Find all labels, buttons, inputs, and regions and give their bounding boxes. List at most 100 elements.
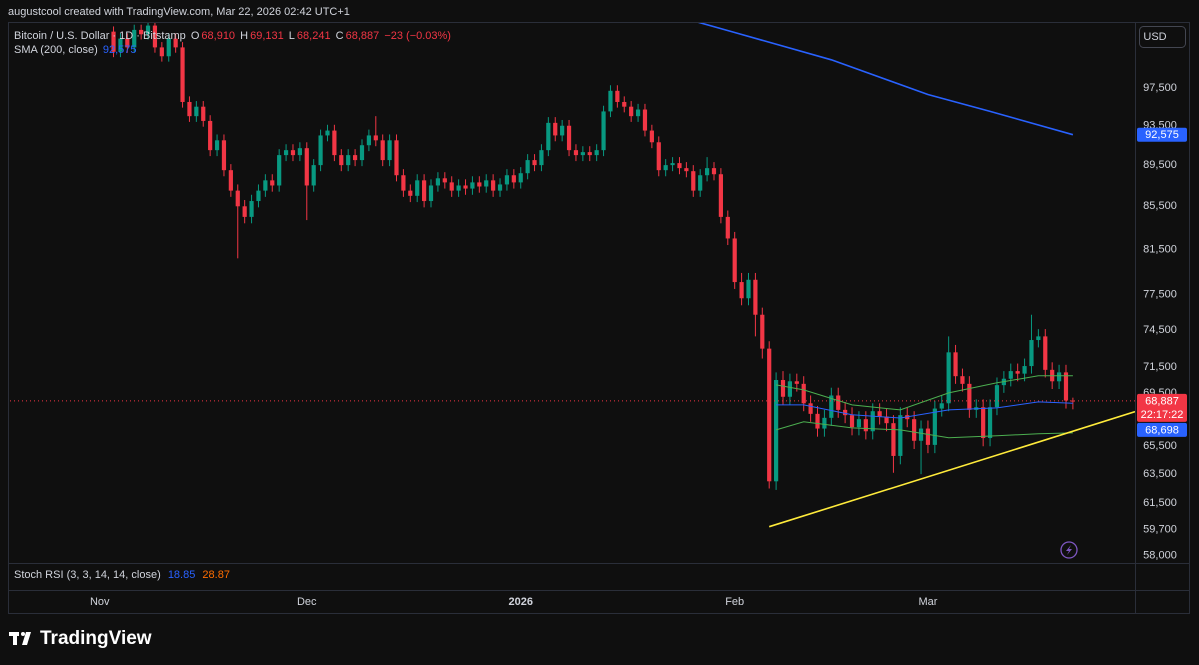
ohlc-value: 69,131: [250, 30, 284, 42]
candle-body: [843, 409, 848, 416]
credit: augustcool created with TradingView.com,…: [8, 6, 350, 18]
candle-body: [435, 178, 441, 186]
candle-body: [780, 380, 786, 397]
candle-body: [332, 130, 337, 156]
ohlc-value: 68,887: [345, 30, 380, 42]
candle-body: [987, 407, 993, 439]
candle-body: [263, 180, 268, 191]
candle-body: [201, 106, 206, 121]
candle-body: [608, 90, 613, 112]
candle-body: [932, 408, 937, 445]
sma-value: 92,575: [102, 44, 137, 56]
candle-body: [601, 111, 606, 151]
y-tick-label: 71,500: [1143, 361, 1177, 373]
candle-body: [677, 163, 682, 169]
candle-body: [939, 403, 944, 409]
stoch-k: 18.85: [168, 569, 196, 581]
candle-body: [449, 182, 454, 191]
sma-line: [697, 23, 1074, 136]
candle-body: [953, 352, 958, 377]
candle-body: [767, 348, 772, 482]
candle-body: [539, 150, 544, 166]
ohlc-value: 68,241: [296, 30, 331, 42]
overlay-line: [775, 421, 1073, 439]
y-tick-label: 85,500: [1143, 200, 1177, 212]
candle-body: [718, 174, 723, 217]
candle-body: [629, 106, 634, 117]
candle-body: [214, 140, 220, 151]
candle-body: [553, 122, 558, 136]
candle-body: [173, 38, 178, 48]
ohlc-key: L: [288, 30, 295, 42]
candle-body: [194, 106, 199, 117]
brand-logo: [9, 632, 31, 645]
candle-body: [318, 135, 323, 166]
candle-body: [463, 185, 468, 189]
candle-body: [256, 190, 261, 202]
candle-body: [808, 403, 813, 414]
y-tick-label: 77,500: [1143, 289, 1177, 301]
candle-body: [670, 163, 675, 166]
candle-body: [856, 419, 862, 428]
candle-body: [870, 411, 875, 432]
candle-body: [132, 29, 137, 48]
candle-body: [346, 155, 351, 166]
x-tick-label: Mar: [918, 596, 937, 608]
candle-body: [946, 352, 951, 404]
candle-body: [428, 185, 434, 202]
candle-body: [787, 381, 793, 397]
price-tag: [1137, 393, 1187, 422]
y-tick-label: 81,500: [1143, 243, 1177, 255]
candle-body: [511, 175, 516, 183]
y-tick-label: 59,700: [1143, 524, 1177, 536]
candle-body: [815, 413, 820, 429]
candle-body: [187, 101, 192, 117]
candle-body: [249, 201, 254, 217]
candle-body: [1043, 336, 1048, 370]
x-tick-label: Nov: [90, 596, 110, 608]
candle-body: [849, 415, 855, 428]
candle-body: [339, 155, 344, 166]
candle-body: [711, 168, 717, 175]
candle-body: [615, 90, 620, 102]
candle-body: [1056, 372, 1062, 382]
candle-body: [587, 152, 592, 156]
candle-body: [691, 171, 696, 191]
currency[interactable]: USD: [1143, 31, 1166, 43]
y-tick-label: 65,500: [1143, 440, 1177, 452]
candle-body: [656, 142, 661, 171]
change: −23 (−0.03%): [384, 30, 451, 42]
candle-body: [877, 411, 882, 417]
candle-body: [415, 180, 420, 196]
candle-body: [221, 140, 227, 171]
brand-name: TradingView: [40, 628, 152, 649]
candle-body: [491, 180, 496, 191]
candle-body: [898, 415, 903, 456]
candle-body: [228, 170, 233, 191]
candle-body: [698, 175, 703, 191]
candle-body: [622, 101, 627, 107]
candle-body: [394, 140, 399, 176]
candle-body: [470, 182, 475, 189]
candle-body: [1070, 400, 1075, 402]
chart-frame: [8, 22, 1190, 614]
x-tick-label: Dec: [297, 596, 317, 608]
sma-name: SMA (200, close): [14, 44, 98, 56]
price-tag: [1137, 422, 1187, 437]
price-tag-label: 68,698: [1145, 424, 1179, 436]
currency-button[interactable]: [1139, 26, 1186, 48]
candle-body: [180, 47, 185, 102]
candle-body: [884, 416, 889, 424]
candle-body: [159, 47, 164, 57]
bolt-icon[interactable]: [1060, 541, 1078, 559]
candle-body: [863, 419, 868, 432]
candle-body: [635, 109, 641, 117]
candle-body: [663, 165, 668, 171]
candle-body: [484, 180, 489, 187]
candle-body: [208, 120, 213, 151]
candle-body: [732, 238, 737, 283]
candle-body: [918, 428, 924, 441]
